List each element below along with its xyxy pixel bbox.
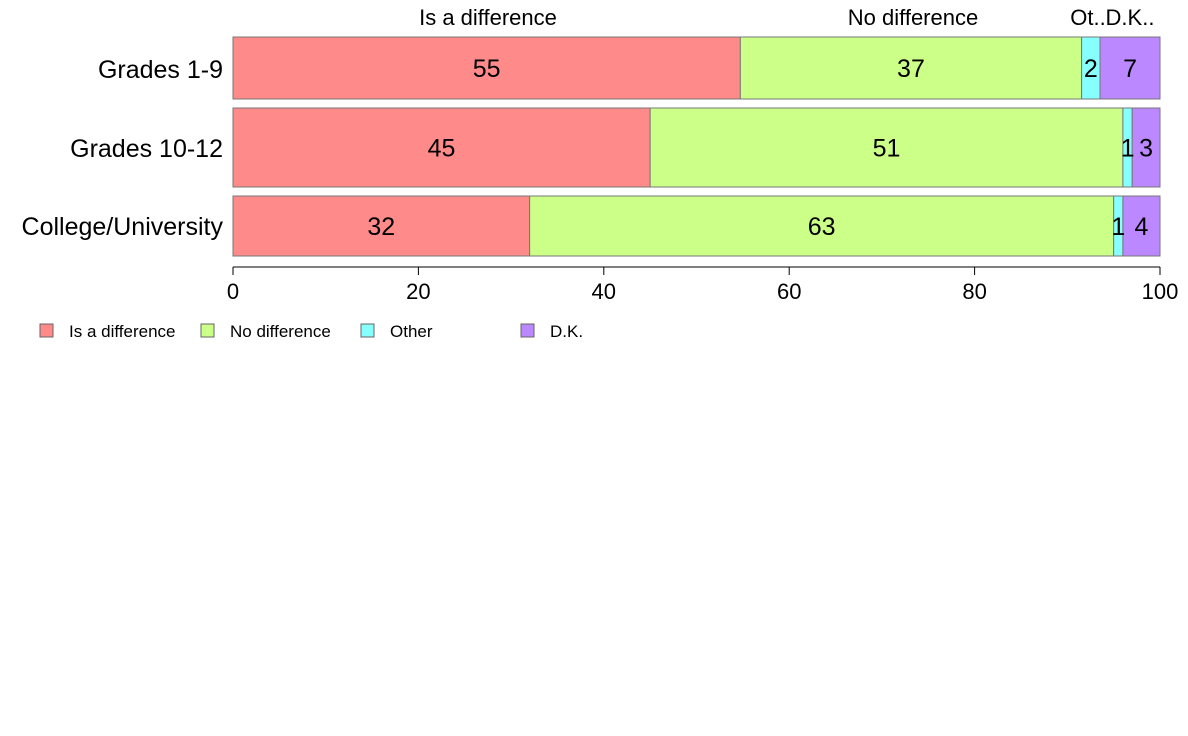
x-tick-label-0: 0: [227, 279, 239, 304]
bar-segment-grades-10-12-no-difference: [649, 107, 1124, 188]
legend-label-no-difference: No difference: [230, 322, 331, 341]
category-label-grades-10-12: Grades 10-12: [70, 135, 223, 163]
category-label-college-university: College/University: [22, 213, 224, 241]
x-tick-label-100: 100: [1142, 279, 1179, 304]
category-labels: Grades 1-9 Grades 10-12 College/Universi…: [22, 56, 224, 241]
bar-segment-grades-10-12-d-k: [1131, 107, 1161, 188]
bar-segment-college-university-is-a-difference: [232, 195, 531, 257]
header-label-is-a-difference: Is a difference: [419, 5, 557, 30]
x-tick-label-40: 40: [592, 279, 616, 304]
bar-value-labels: 55 37 2 745 51 1 332 63 1 4: [367, 55, 1153, 241]
bar-label-grades-10-12-is-a-difference: 45: [428, 135, 456, 163]
x-axis: 0 20 40 60 80 100: [227, 266, 1179, 304]
category-label-grades-1-9: Grades 1-9: [98, 56, 223, 84]
legend-swatch-no-difference: [200, 323, 215, 338]
x-axis-ticks: [232, 267, 1161, 275]
bar-label-grades-10-12-no-difference: 51: [873, 135, 901, 163]
header-label-dk: D.K..: [1106, 5, 1155, 30]
bar-label-grades-10-12-d-k: 3: [1139, 135, 1153, 163]
bar-label-grades-1-9-other: 2: [1084, 55, 1098, 83]
header-label-other: Ot..: [1070, 5, 1105, 30]
header-label-no-difference: No difference: [848, 5, 978, 30]
bar-segment-grades-10-12-is-a-difference: [232, 107, 651, 188]
bar-segment-college-university-no-difference: [529, 195, 1115, 257]
legend-swatch-other: [360, 323, 375, 338]
bar-label-grades-1-9-no-difference: 37: [897, 55, 925, 83]
bar-label-college-university-other: 1: [1111, 213, 1125, 241]
bar-label-grades-10-12-other: 1: [1121, 135, 1135, 163]
bar-segment-grades-1-9-d-k: [1099, 36, 1161, 100]
bar-segment-grades-1-9-no-difference: [739, 36, 1083, 100]
segment-header-labels: Is a difference No difference Ot.. D.K..: [419, 5, 1154, 30]
x-tick-label-60: 60: [777, 279, 801, 304]
legend-label-dk: D.K.: [550, 322, 583, 341]
legend-label-other: Other: [390, 322, 433, 341]
legend: Is a difference No difference Other D.K.: [39, 322, 583, 341]
legend-swatch-dk: [520, 323, 535, 338]
bar-segments: [232, 36, 1161, 257]
legend-label-is-a-difference: Is a difference: [69, 322, 175, 341]
bar-segment-grades-1-9-is-a-difference: [232, 36, 741, 100]
bar-segment-college-university-d-k: [1122, 195, 1161, 257]
x-tick-label-20: 20: [406, 279, 430, 304]
bar-label-grades-1-9-d-k: 7: [1123, 55, 1137, 83]
bar-label-college-university-no-difference: 63: [808, 213, 836, 241]
bar-label-college-university-d-k: 4: [1135, 213, 1149, 241]
bar-label-grades-1-9-is-a-difference: 55: [473, 55, 501, 83]
legend-swatch-is-a-difference: [39, 323, 54, 338]
bar-label-college-university-is-a-difference: 32: [367, 213, 395, 241]
x-tick-label-80: 80: [962, 279, 986, 304]
